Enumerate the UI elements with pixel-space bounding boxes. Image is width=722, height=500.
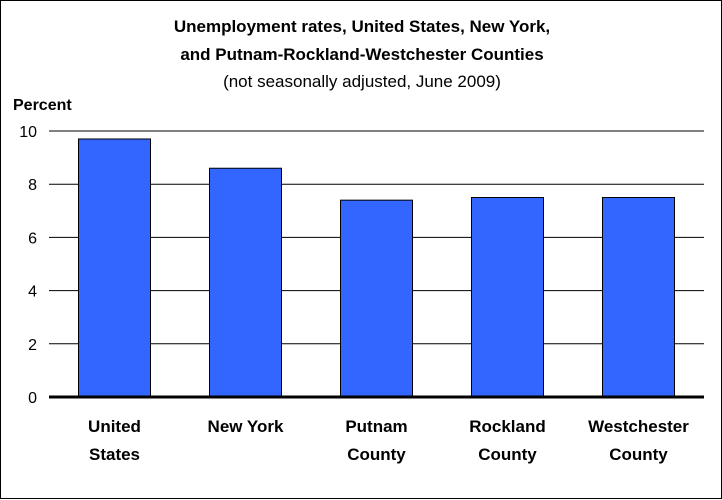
y-tick-label: 10 xyxy=(19,124,37,141)
category-label: States xyxy=(89,445,140,464)
bar xyxy=(78,138,151,398)
y-tick-label: 0 xyxy=(28,390,37,407)
category-label: New York xyxy=(208,417,284,436)
category-label: Westchester xyxy=(588,417,689,436)
y-tick-label: 4 xyxy=(28,284,37,301)
chart-subtitle: (not seasonally adjusted, June 2009) xyxy=(223,72,501,91)
bar xyxy=(471,197,544,398)
chart-title-line-2: and Putnam-Rockland-Westchester Counties xyxy=(180,45,543,64)
category-label: Rockland xyxy=(469,417,546,436)
bar xyxy=(209,167,282,398)
category-label: Putnam xyxy=(345,417,407,436)
bars xyxy=(78,138,675,398)
bar xyxy=(602,197,675,398)
chart-title-line-1: Unemployment rates, United States, New Y… xyxy=(174,17,550,36)
category-label: County xyxy=(609,445,668,464)
y-tick-labels: 0 2 4 6 8 10 xyxy=(19,124,37,407)
category-label: County xyxy=(478,445,537,464)
category-labels: United States New York Putnam County Rockland… xyxy=(88,417,689,464)
y-axis-label: Percent xyxy=(13,97,72,114)
category-label: United xyxy=(88,417,141,436)
y-tick-label: 8 xyxy=(28,177,37,194)
category-label: County xyxy=(347,445,406,464)
bar xyxy=(340,199,413,398)
y-tick-label: 2 xyxy=(28,337,37,354)
y-tick-label: 6 xyxy=(28,230,37,247)
